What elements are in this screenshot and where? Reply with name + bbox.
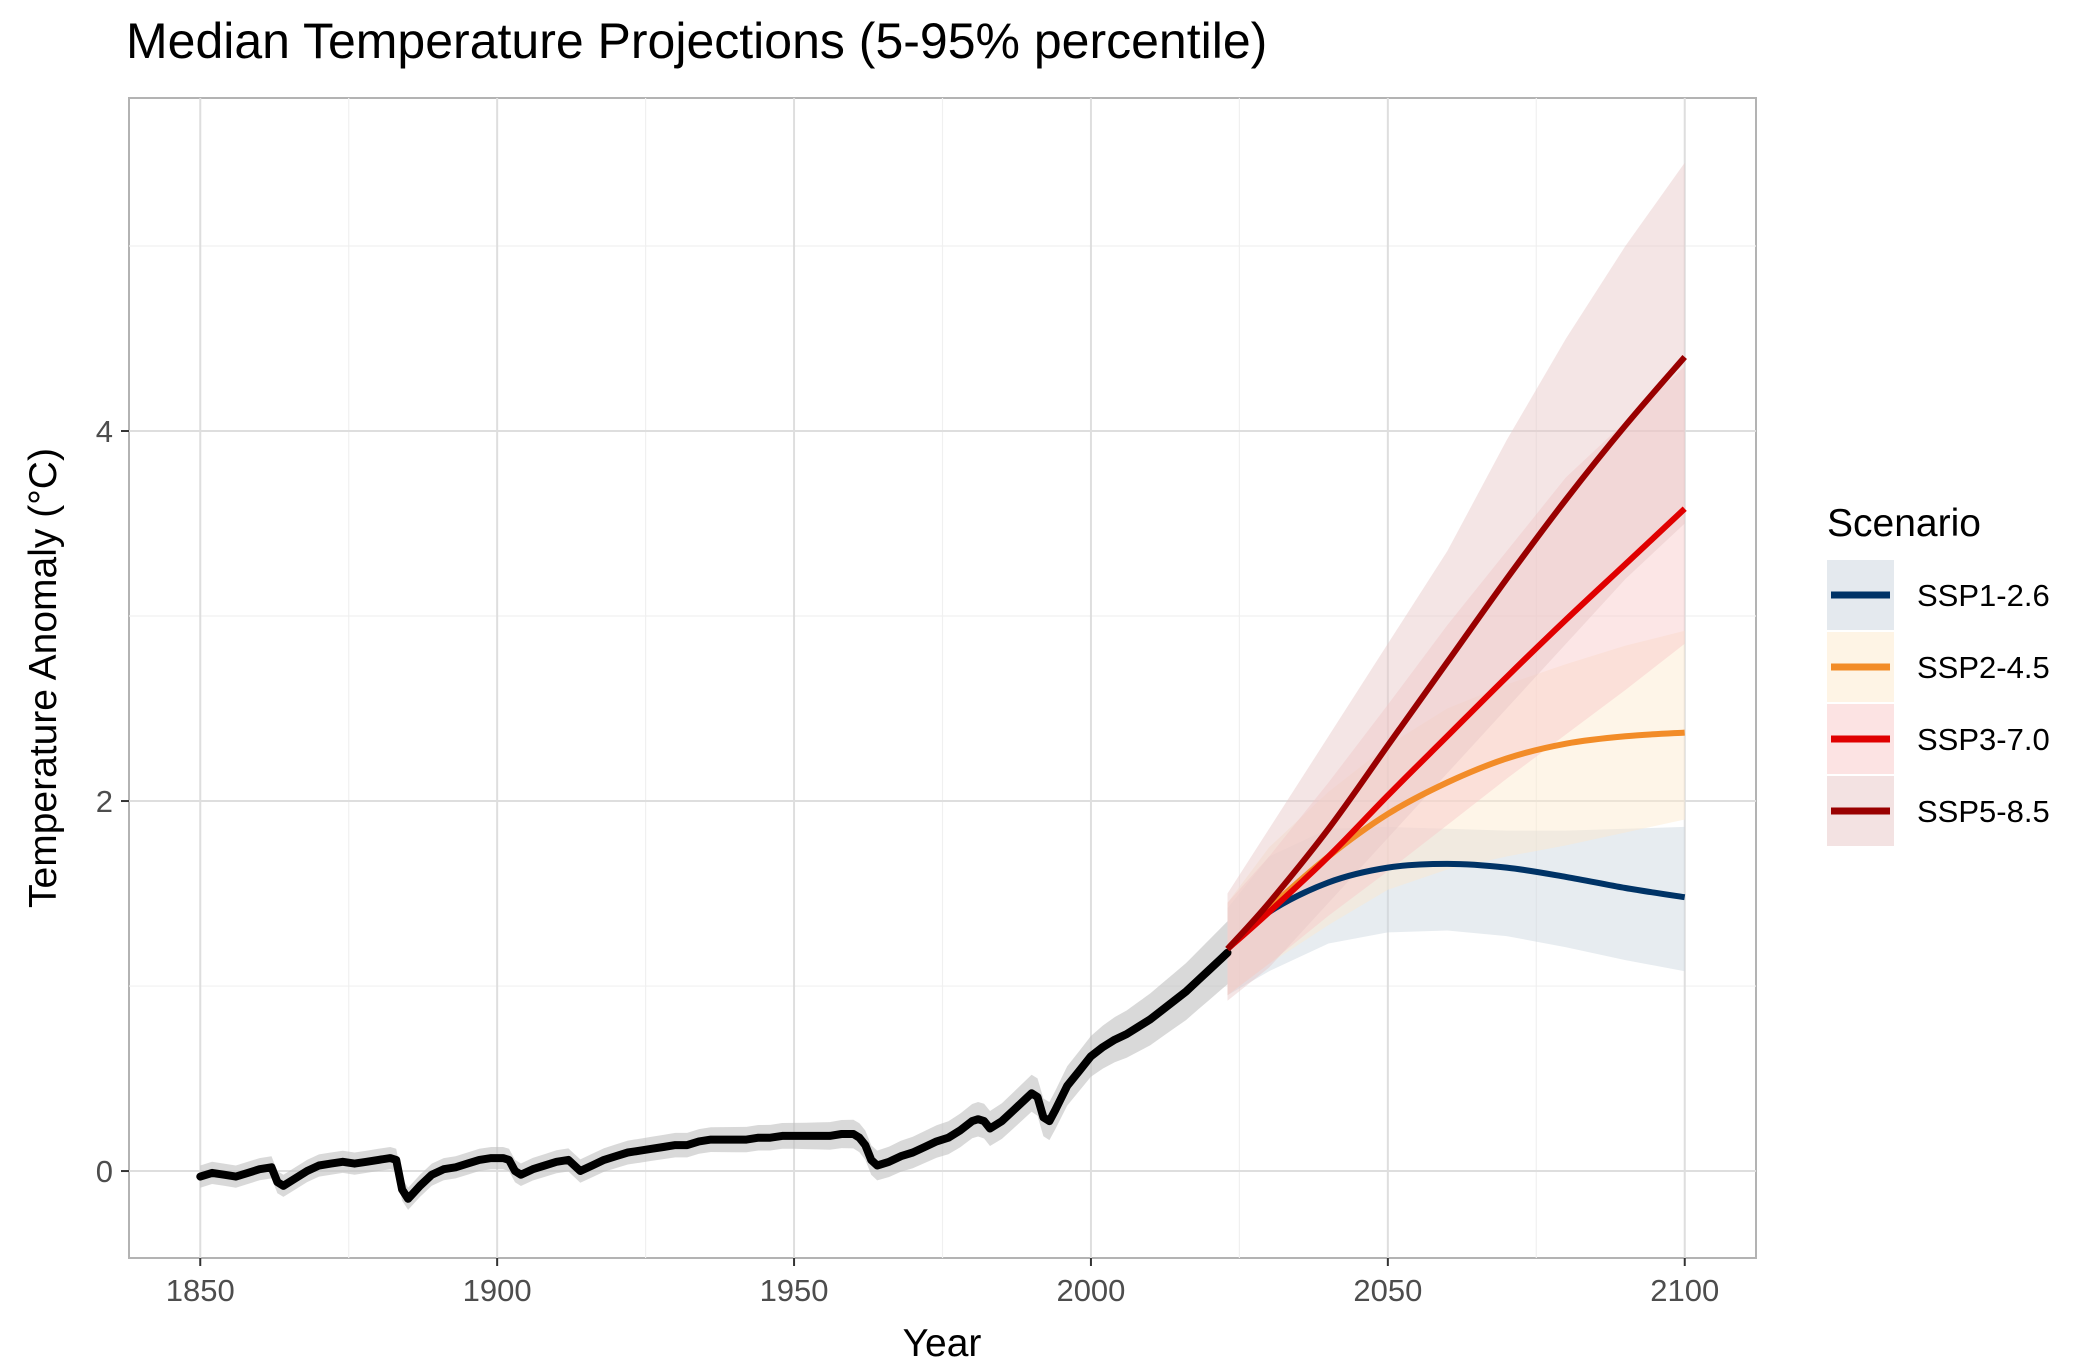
legend-items: SSP1-2.6 SSP2-4.5 SSP3-7.0 SSP5-8.5 bbox=[1827, 560, 2050, 846]
x-tick-label: 1850 bbox=[166, 1273, 235, 1308]
x-tick-label: 2100 bbox=[1650, 1273, 1719, 1308]
line-ssp3-7-0 bbox=[1225, 506, 1687, 952]
legend: Scenario SSP1-2.6 SSP2-4.5 SSP3-7.0 SSP5-8.… bbox=[1827, 502, 2050, 846]
legend-label: SSP1-2.6 bbox=[1917, 578, 2050, 613]
line-ssp5-8-5 bbox=[1225, 355, 1687, 952]
y-tick-label: 0 bbox=[96, 1154, 113, 1189]
chart-title: Median Temperature Projections (5-95% pe… bbox=[126, 13, 1268, 69]
uncertainty-bands bbox=[200, 162, 1685, 1210]
x-tick-label: 2050 bbox=[1353, 1273, 1422, 1308]
band-ssp2-4-5 bbox=[1227, 630, 1685, 996]
x-tick-label: 1950 bbox=[760, 1273, 829, 1308]
legend-label: SSP5-8.5 bbox=[1917, 794, 2050, 829]
legend-item: SSP2-4.5 bbox=[1827, 632, 2050, 702]
y-tick-label: 4 bbox=[96, 414, 113, 449]
legend-item: SSP5-8.5 bbox=[1827, 776, 2050, 846]
legend-item: SSP3-7.0 bbox=[1827, 704, 2050, 774]
band-ssp5-8-5 bbox=[1227, 162, 1685, 1001]
y-axis-ticks: 0 2 4 bbox=[96, 414, 129, 1189]
band-ssp3-7-0 bbox=[1227, 366, 1685, 996]
x-tick-label: 2000 bbox=[1056, 1273, 1125, 1308]
legend-label: SSP3-7.0 bbox=[1917, 722, 2050, 757]
historical-band bbox=[200, 921, 1228, 1210]
plot-panel bbox=[128, 97, 1757, 1259]
x-tick-label: 1900 bbox=[463, 1273, 532, 1308]
legend-item: SSP1-2.6 bbox=[1827, 560, 2050, 630]
x-axis-title: Year bbox=[903, 1322, 982, 1365]
line-ssp1-2-6 bbox=[1225, 860, 1686, 952]
legend-label: SSP2-4.5 bbox=[1917, 650, 2050, 685]
grid-minor bbox=[129, 98, 1756, 1258]
legend-title: Scenario bbox=[1827, 502, 1981, 545]
y-tick-label: 2 bbox=[96, 784, 113, 819]
x-axis-ticks: 1850 1900 1950 2000 2050 2100 bbox=[166, 1258, 1719, 1308]
y-axis-title: Temperature Anomaly (°C) bbox=[22, 448, 65, 908]
band-ssp1-2-6 bbox=[1227, 826, 1685, 996]
historical-line bbox=[196, 948, 1232, 1203]
series-lines bbox=[196, 355, 1687, 1203]
